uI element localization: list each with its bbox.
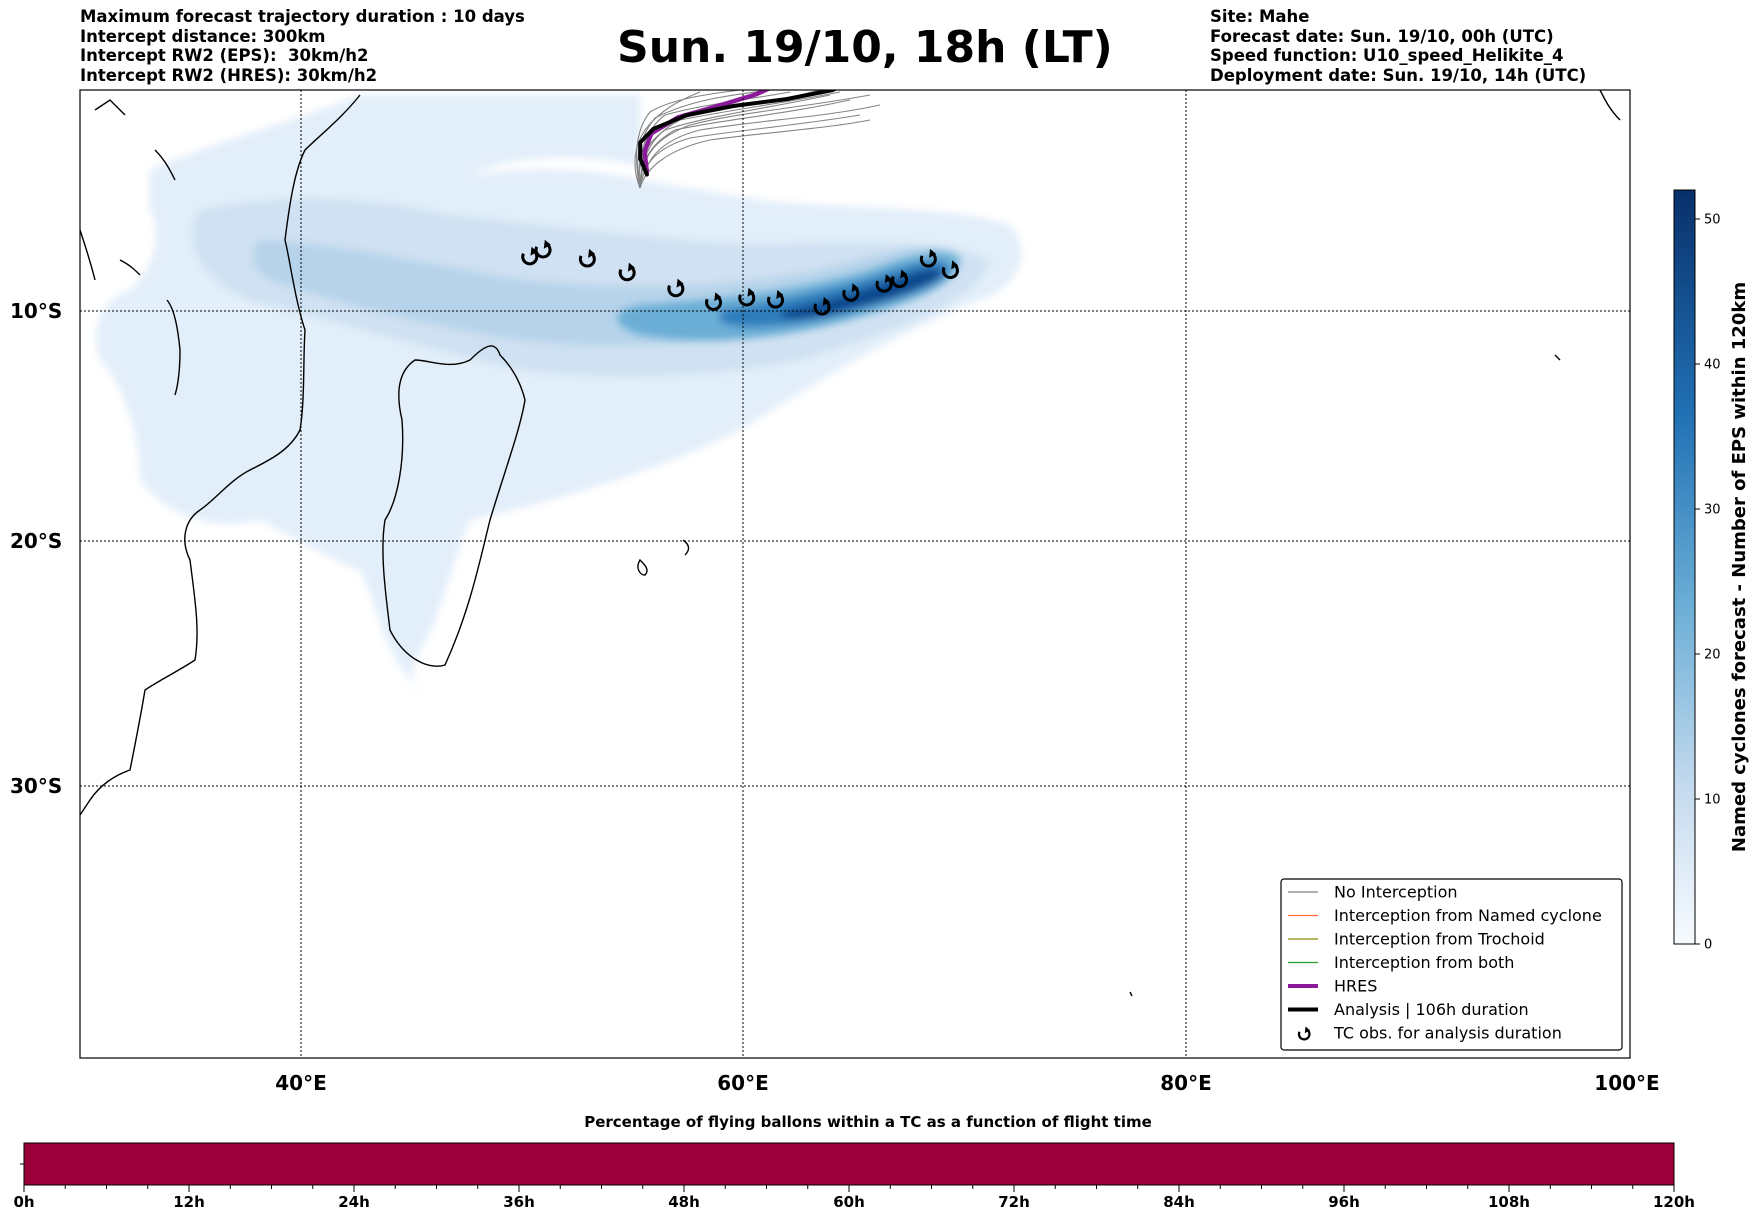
graticule [80,90,1630,1058]
tc-obs-marker-icon [534,239,552,259]
legend-box [1280,878,1623,1051]
flight-time-tick-label: 0h [13,1193,34,1211]
lon-tick-label: 100°E [1594,1071,1659,1095]
tc-obs-marker-icon [705,292,723,311]
lon-tick-label: 80°E [1160,1071,1212,1095]
header-right-line: Forecast date: Sun. 19/10, 00h (UTC) [1210,26,1554,46]
flight-time-tick-label: 36h [503,1193,535,1211]
lat-tick-label: 10°S [10,299,62,323]
flight-time-tick-label: 12h [173,1193,205,1211]
legend-entry: HRES [1288,977,1377,996]
flight-time-tick-label: 24h [338,1193,370,1211]
tc-obs-marker-icon [842,283,860,302]
tc-obs-legend-icon [1297,1026,1311,1041]
legend-entry: Analysis | 106h duration [1288,1000,1529,1019]
tc-observations [521,239,959,316]
colorbar-tick-label: 50 [1704,213,1721,228]
flight-time-tick-label: 108h [1488,1193,1530,1211]
lon-tick-label: 60°E [717,1071,769,1095]
header-left-line: Intercept distance: 300km [80,26,326,46]
colorbar-tick-label: 10 [1704,793,1721,808]
tc-obs-marker-icon [667,278,685,298]
legend-label: No Interception [1334,883,1458,902]
header-left-line: Intercept RW2 (EPS): 30km/h2 [80,46,369,65]
legend-label: Interception from Trochoid [1334,930,1545,949]
colorbar-label: Named cyclones forecast - Number of EPS … [1729,282,1750,852]
header-left-line: Maximum forecast trajectory duration : 1… [80,7,525,26]
legend-entry: Interception from both [1288,953,1514,972]
legend-entry: Interception from Trochoid [1288,930,1545,949]
legend: No Interception Interception from Named c… [1280,878,1623,1051]
header-right-line: Deployment date: Sun. 19/10, 14h (UTC) [1210,65,1587,85]
legend-label: TC obs. for analysis duration [1333,1024,1562,1043]
flight-time-tick-label: 84h [1163,1193,1195,1211]
lat-tick-label: 20°S [10,529,62,553]
flight-time-tick-label: 60h [833,1193,865,1211]
lon-tick-label: 40°E [275,1071,327,1095]
flight-time-bar: Percentage of flying ballons within a TC… [13,1113,1695,1211]
tc-obs-marker-icon [942,260,959,280]
header-right-info: Site: Mahe Forecast date: Sun. 19/10, 00… [1210,7,1586,85]
map-frame [79,89,1631,1059]
colorbar-tick-label: 20 [1704,648,1721,663]
map-area [80,90,1621,997]
colorbar: 0 10 20 30 40 50 Named cyclones forecast - Nu… [1673,189,1750,953]
tc-obs-marker-icon [578,248,596,268]
legend-label: Interception from both [1334,953,1514,972]
legend-entry: TC obs. for analysis duration [1297,1024,1562,1043]
colorbar-tick-label: 40 [1704,358,1721,373]
header-left-line: Intercept RW2 (HRES): 30km/h2 [80,65,378,85]
tc-obs-marker-icon [813,296,831,316]
legend-label: Interception from Named cyclone [1334,906,1602,925]
legend-entry: No Interception [1288,883,1458,902]
hres-track-line [642,90,772,175]
tc-obs-marker-icon [875,274,893,293]
legend-entry: Interception from Named cyclone [1288,906,1602,925]
flight-time-tick-label: 96h [1328,1193,1360,1211]
tc-obs-marker-icon [891,269,909,289]
flight-time-bar-fill [23,1142,1675,1186]
legend-label: HRES [1334,977,1377,996]
tc-obs-marker-icon [767,290,785,309]
tc-obs-marker-icon [618,262,636,282]
header-right-line: Site: Mahe [1210,7,1310,26]
legend-label: Analysis | 106h duration [1334,1000,1529,1019]
cyclone-density-field [96,95,1022,694]
flight-time-tick-label: 48h [668,1193,700,1211]
track-lines [638,90,838,177]
colorbar-tick-label: 30 [1704,503,1721,518]
header-right-line: Speed function: U10_speed_Helikite_4 [1210,46,1564,65]
flight-time-tick-label: 72h [998,1193,1030,1211]
lat-tick-label: 30°S [10,774,62,798]
header-left-info: Maximum forecast trajectory duration : 1… [80,7,525,85]
flight-time-bar-title: Percentage of flying ballons within a TC… [584,1113,1152,1131]
flight-time-tick-label: 120h [1653,1193,1695,1211]
colorbar-tick-label: 0 [1704,938,1712,953]
analysis-track-line [638,90,838,177]
coastlines [80,90,1621,997]
tc-obs-marker-icon [738,287,756,307]
colorbar-scale [1673,189,1696,945]
page-title: Sun. 19/10, 18h (LT) [617,22,1113,73]
tc-obs-marker-icon [919,248,937,268]
